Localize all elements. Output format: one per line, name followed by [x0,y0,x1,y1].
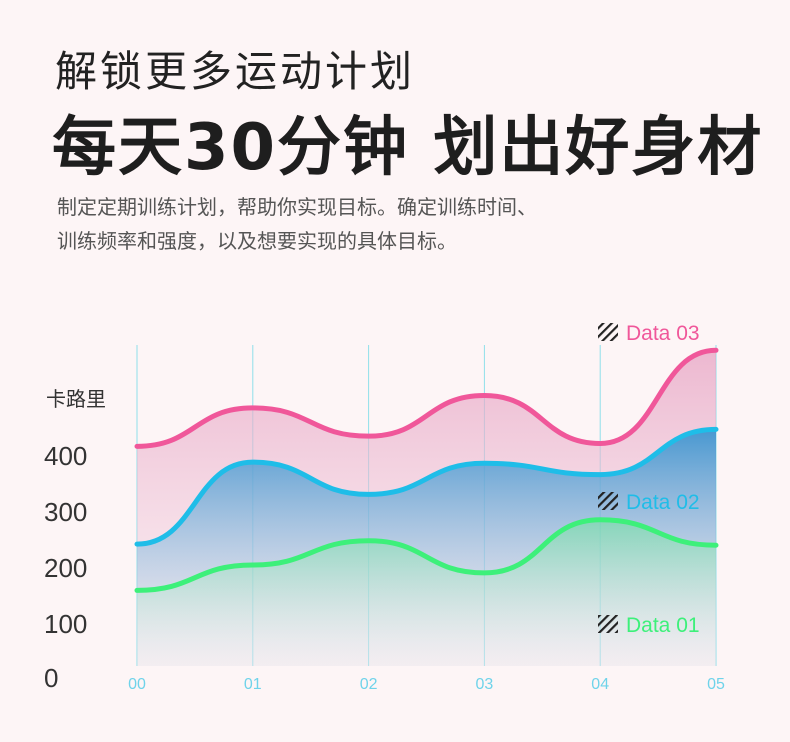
legend-label-data03: Data 03 [626,322,700,345]
series-line-data02 [134,426,719,547]
headline-primary: 解锁更多运动计划 [55,47,416,96]
x-tick-00: 00 [128,676,146,693]
y-axis-label: 卡路里 [46,387,106,411]
data-point-data02-03 [482,461,487,466]
series-area-data01 [137,519,716,666]
legend-item-data01: Data 01 [598,614,700,637]
data-point-data02-04 [598,472,603,477]
y-tick-100: 100 [44,609,87,639]
y-tick-300: 300 [44,497,87,527]
data-point-data02-05 [714,427,719,432]
x-tick-02: 02 [360,676,378,693]
data-point-data01-02 [366,538,371,543]
x-tick-01: 01 [244,676,262,693]
data-point-data03-02 [366,434,371,439]
headline-secondary: 每天30分钟 划出好身材 [52,111,764,185]
series-lines [134,347,719,593]
legend-item-data03: Data 03 [598,322,700,345]
series-line-data03 [134,347,719,449]
legend-hatch-icon [598,323,618,341]
data-point-data03-00 [135,444,140,449]
y-tick-400: 400 [44,441,87,471]
data-point-data01-01 [250,563,255,568]
legend-hatch-icon [598,492,618,510]
data-point-data03-04 [598,441,603,446]
x-axis-ticks: 00 01 02 03 04 05 [128,676,725,693]
y-tick-200: 200 [44,553,87,583]
data-point-data02-00 [135,542,140,547]
data-point-data03-03 [482,393,487,398]
y-axis-ticks: 0 100 200 300 400 [44,441,87,693]
legend-item-data02: Data 02 [598,491,700,514]
legend: Data 01 Data 02 Data 03 [598,322,700,637]
legend-hatch-icon [598,615,618,633]
x-tick-04: 04 [591,676,609,693]
data-point-data01-00 [135,588,140,593]
data-point-data02-01 [250,460,255,465]
data-point-data03-01 [250,405,255,410]
series-areas [137,350,716,666]
x-tick-05: 05 [707,676,725,693]
description-line-1: 制定定期训练计划，帮助你实现目标。确定训练时间、 [57,195,537,219]
description-line-2: 训练频率和强度，以及想要实现的具体目标。 [57,229,457,253]
x-tick-03: 03 [476,676,494,693]
legend-label-data01: Data 01 [626,614,700,637]
data-point-data01-05 [714,543,719,548]
description: 制定定期训练计划，帮助你实现目标。确定训练时间、 训练频率和强度，以及想要实现的… [57,190,737,258]
data-point-data01-04 [598,517,603,522]
data-point-data03-05 [714,348,719,353]
data-point-data01-03 [482,570,487,575]
legend-label-data02: Data 02 [626,491,700,514]
data-point-data02-02 [366,492,371,497]
y-tick-0: 0 [44,663,58,693]
series-line-data01 [134,517,719,593]
